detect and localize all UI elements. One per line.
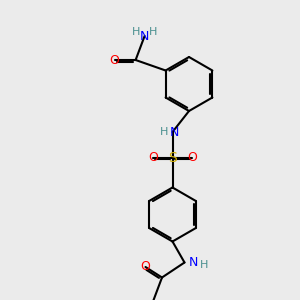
Text: H: H [160,127,168,137]
Text: S: S [168,151,177,164]
Text: O: O [141,260,150,274]
Text: H: H [200,260,208,271]
Text: O: O [148,151,158,164]
Text: N: N [170,125,180,139]
Text: N: N [140,29,149,43]
Text: O: O [187,151,197,164]
Text: H: H [149,27,157,38]
Text: N: N [189,256,198,269]
Text: H: H [132,27,140,38]
Text: O: O [110,53,120,67]
